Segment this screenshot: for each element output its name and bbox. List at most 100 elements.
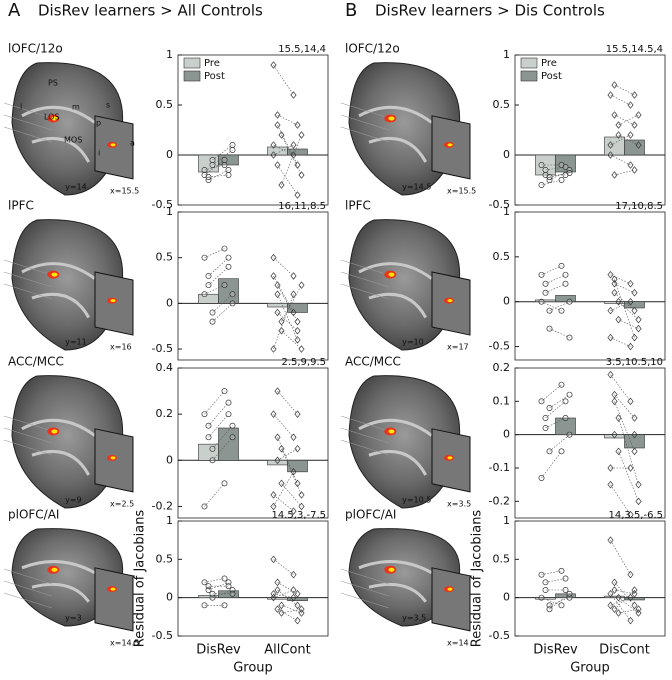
subject-link: [208, 402, 229, 426]
brain-folds: [358, 418, 433, 476]
point: [558, 262, 565, 269]
slice-label: x=15.5: [447, 186, 476, 195]
point: [546, 325, 553, 332]
subject-link: [541, 384, 562, 402]
point: [627, 397, 634, 406]
point: [205, 583, 212, 590]
subject-link: [273, 275, 294, 313]
subject-link: [610, 134, 631, 146]
point: [229, 590, 236, 597]
point: [290, 507, 297, 515]
point: [607, 464, 614, 472]
point: [631, 601, 638, 610]
y-tick-label: -0.1: [489, 461, 510, 474]
subject-link: [545, 401, 566, 419]
point: [201, 167, 208, 173]
point: [631, 306, 638, 315]
point: [562, 164, 569, 170]
slice-label: y=14: [65, 183, 87, 192]
point: [290, 308, 297, 317]
point: [205, 177, 212, 183]
slice-guide: [3, 259, 53, 276]
activation: [447, 456, 453, 460]
point: [627, 616, 634, 625]
point: [607, 151, 614, 159]
point: [221, 157, 228, 163]
slice-guide: [3, 427, 53, 444]
point: [221, 162, 228, 168]
slice-guide: [340, 259, 390, 276]
region-label: ACC/MCC: [8, 355, 64, 369]
point: [627, 593, 634, 602]
bar: [267, 146, 288, 156]
panel-letter: A: [8, 0, 21, 21]
brain-slice: [431, 271, 471, 336]
point: [615, 121, 622, 129]
point: [631, 430, 638, 439]
y-tick-label: -0.2: [489, 494, 510, 507]
activation: [51, 567, 58, 572]
subject-link: [549, 593, 570, 610]
subject-link: [273, 559, 294, 575]
slice-guide: [340, 102, 390, 119]
point: [635, 480, 642, 489]
subject-link: [204, 483, 225, 507]
point: [294, 336, 301, 344]
subject-link: [277, 164, 298, 196]
activation: [447, 143, 453, 147]
point: [615, 609, 622, 617]
subject-link: [212, 144, 233, 161]
slice-guide: [340, 580, 390, 597]
point: [611, 605, 618, 613]
activation: [110, 456, 116, 460]
point: [229, 300, 236, 307]
point: [274, 281, 281, 289]
subject-link: [545, 166, 566, 171]
slice-label: x=17: [447, 343, 469, 352]
point: [221, 245, 228, 252]
subject-link: [541, 451, 562, 479]
slice-guide: [3, 439, 53, 456]
slice-label: x=16: [110, 343, 132, 352]
point: [627, 101, 634, 109]
subject-link: [545, 274, 566, 285]
bar: [624, 434, 645, 449]
point: [209, 162, 216, 168]
y-tick-label: 0: [166, 148, 173, 161]
subject-link: [614, 169, 635, 176]
brain-folds: [358, 262, 433, 319]
point: [538, 162, 545, 168]
subject-link: [277, 589, 298, 606]
point: [611, 81, 618, 89]
point: [542, 289, 549, 296]
point: [627, 464, 634, 472]
point: [270, 410, 277, 418]
point: [294, 327, 301, 335]
point: [607, 333, 614, 342]
slice-label: x=14: [447, 638, 469, 647]
y-tick-label: 0: [166, 453, 173, 466]
brain-slice: [94, 567, 134, 632]
point: [294, 601, 301, 610]
point: [566, 170, 573, 176]
point: [274, 121, 281, 129]
point: [209, 309, 216, 316]
point: [607, 306, 614, 315]
slice-guide: [340, 592, 390, 609]
slice-guide: [3, 580, 53, 597]
subject-link: [618, 608, 639, 614]
subject-link: [610, 374, 631, 402]
activation: [388, 272, 395, 277]
y-tick-label: 0: [503, 591, 510, 604]
panel-letter: B: [345, 0, 357, 21]
point: [566, 431, 573, 438]
point: [278, 601, 285, 610]
point: [294, 317, 301, 326]
slice-guide: [340, 568, 390, 585]
slice-guide: [340, 439, 390, 456]
point: [278, 609, 285, 617]
y-tick-label: 0.5: [493, 250, 511, 263]
point: [221, 602, 228, 609]
point: [201, 602, 208, 609]
brain-folds: [21, 105, 96, 163]
